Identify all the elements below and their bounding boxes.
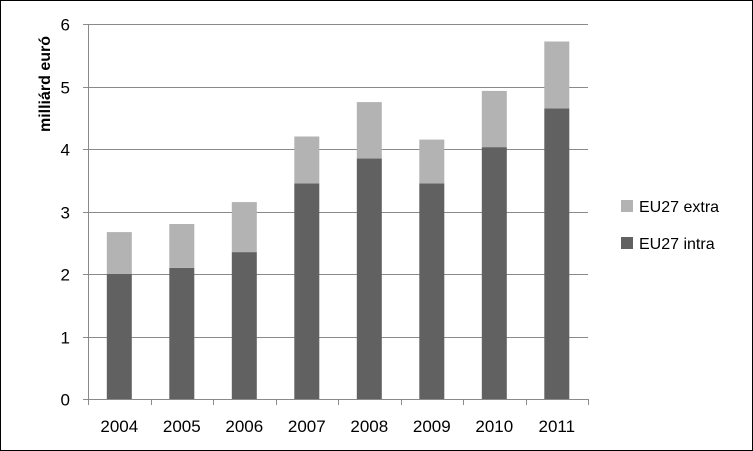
bar-eu27-extra-2004 xyxy=(106,232,132,274)
bar-eu27-intra-2005 xyxy=(169,267,195,400)
bar-eu27-intra-2010 xyxy=(481,147,507,399)
bar-eu27-intra-2011 xyxy=(544,108,570,400)
bar-eu27-extra-2005 xyxy=(169,224,195,268)
x-tick-label: 2005 xyxy=(163,417,201,436)
legend-label: EU27 intra xyxy=(639,236,715,253)
x-tick-label: 2011 xyxy=(539,417,576,436)
bar-eu27-extra-2008 xyxy=(356,102,382,159)
y-tick-label: 4 xyxy=(61,141,70,160)
bar-eu27-intra-2008 xyxy=(356,158,382,399)
x-tick-label: 2006 xyxy=(225,417,263,436)
y-tick-label: 5 xyxy=(61,79,70,98)
x-tick-label: 2009 xyxy=(413,417,451,436)
x-tick-label: 2010 xyxy=(475,417,513,436)
y-tick-label: 2 xyxy=(61,266,70,285)
legend-swatch xyxy=(621,200,633,212)
bar-eu27-extra-2009 xyxy=(419,139,445,184)
y-tick-label: 3 xyxy=(61,204,70,223)
legend: EU27 extra EU27 intra xyxy=(621,199,719,253)
bars xyxy=(106,41,570,400)
axes: 0 1 2 3 4 5 6 2004 2005 2006 2007 2008 2009 2010 2011 xyxy=(61,16,589,436)
y-axis-title: milliárd euró xyxy=(37,36,54,132)
bar-eu27-extra-2006 xyxy=(231,202,257,253)
gridlines xyxy=(88,24,588,338)
bar-eu27-intra-2007 xyxy=(294,183,320,399)
bar-eu27-extra-2007 xyxy=(294,136,320,184)
bar-eu27-extra-2011 xyxy=(544,41,570,109)
legend-label: EU27 extra xyxy=(639,199,719,216)
y-tick-label: 1 xyxy=(61,329,70,348)
bar-eu27-intra-2004 xyxy=(106,274,132,399)
x-tick-label: 2008 xyxy=(350,417,388,436)
bar-eu27-intra-2006 xyxy=(231,252,257,399)
y-tick-label: 6 xyxy=(61,16,70,35)
legend-swatch xyxy=(621,237,633,249)
y-tick-label: 0 xyxy=(61,391,70,410)
bar-eu27-extra-2010 xyxy=(481,90,507,148)
x-tick-label: 2004 xyxy=(100,417,138,436)
x-tick-label: 2007 xyxy=(288,417,326,436)
bar-eu27-intra-2009 xyxy=(419,183,445,399)
